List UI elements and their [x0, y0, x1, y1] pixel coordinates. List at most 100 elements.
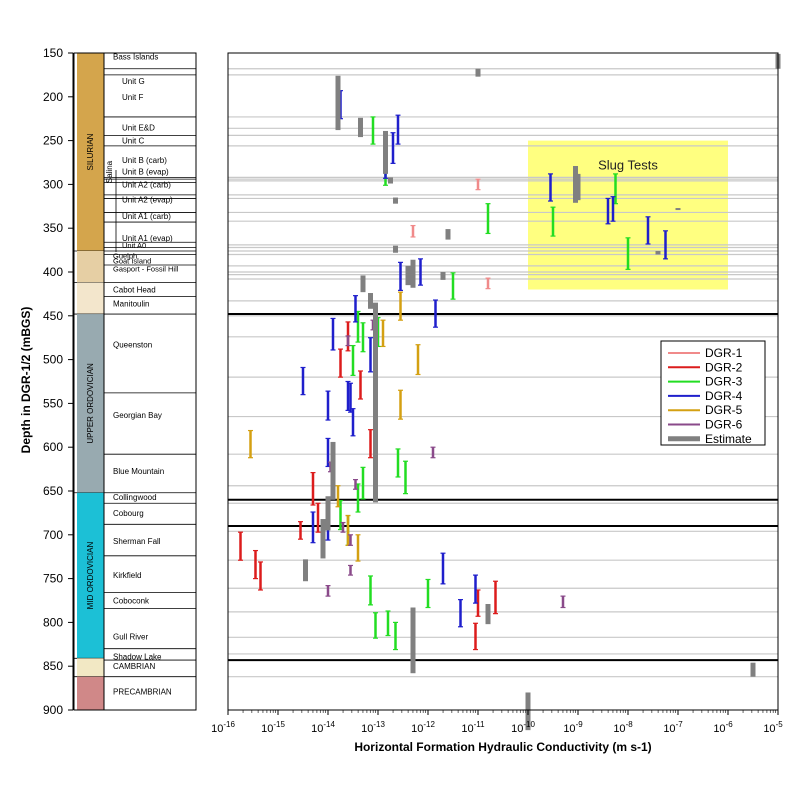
x-tick-label: 10-10 — [511, 720, 535, 735]
y-tick-label: 300 — [43, 177, 63, 191]
estimate-bar — [383, 130, 388, 174]
unit-label: Unit A2 (carb) — [122, 180, 171, 189]
unit-label: Unit B (carb) — [122, 156, 167, 165]
unit-label: Goat Island — [113, 257, 151, 266]
estimate-bar — [410, 259, 416, 288]
unit-label: Guelph — [113, 251, 137, 260]
x-tick-label: 10-13 — [361, 720, 385, 735]
estimate-bar — [750, 662, 756, 677]
legend-label: DGR-6 — [705, 418, 743, 432]
unit-label: Cobourg — [113, 509, 144, 518]
y-axis-label: Depth in DGR-1/2 (mBGS) — [19, 307, 33, 454]
legend-label: DGR-3 — [705, 375, 743, 389]
legend-label: DGR-2 — [705, 360, 743, 374]
y-tick-label: 450 — [43, 309, 63, 323]
x-tick-label: 10-12 — [411, 720, 435, 735]
unit-label: Unit A1 (carb) — [122, 212, 171, 221]
y-tick-label: 650 — [43, 484, 63, 498]
x-tick-label: 10-7 — [663, 720, 683, 735]
unit-label: Shadow Lake — [113, 653, 162, 662]
y-tick-label: 700 — [43, 528, 63, 542]
estimate-bar — [440, 272, 446, 280]
stratigraphic-column: SILURIAN UPPER ORDOVICIAN MID ORDOVICIAN S… — [73, 52, 197, 711]
unit-label: Unit C — [122, 137, 144, 146]
estimate-bar — [358, 117, 363, 138]
unit-label: Manitoulin — [113, 300, 149, 309]
estimate-bar — [655, 250, 661, 255]
estimate-bar — [445, 229, 451, 240]
unit-label: Unit A0 — [122, 241, 146, 250]
y-axis: 150 200 250 300 350 400 450 500 550 600 650 700 750 8… — [19, 46, 74, 717]
plot-area: Slug Tests 10-16 10-15 10-14 10-13 10-12 10-1… — [211, 52, 783, 754]
x-tick-label: 10-8 — [613, 720, 633, 735]
x-tick-label: 10-15 — [261, 720, 285, 735]
system-band — [77, 492, 104, 659]
unit-label: Gull River — [113, 632, 148, 641]
y-tick-label: 500 — [43, 353, 63, 367]
estimate-bar — [410, 607, 416, 674]
estimate-bar — [335, 75, 341, 131]
unit-label: Georgian Bay — [113, 411, 162, 420]
unit-label: Unit A2 (evap) — [122, 195, 173, 204]
y-tick-label: 350 — [43, 221, 63, 235]
unit-label: Unit E&D — [122, 123, 155, 132]
legend-label: DGR-1 — [705, 346, 743, 360]
system-band — [77, 658, 104, 677]
y-tick-label: 150 — [43, 46, 63, 60]
estimate-bar — [368, 293, 373, 309]
unit-label: Unit B (evap) — [122, 167, 169, 176]
legend-label: Estimate — [705, 432, 752, 446]
system-label: MID ORDOVICIAN — [86, 542, 95, 610]
unit-label: Unit F — [122, 93, 143, 102]
system-band — [77, 250, 104, 283]
unit-label: Unit G — [122, 77, 145, 86]
y-tick-label: 200 — [43, 90, 63, 104]
x-tick-label: 10-16 — [211, 720, 235, 735]
unit-label: Unit A1 (evap) — [122, 234, 173, 243]
y-tick-label: 750 — [43, 572, 63, 586]
unit-label: Kirkfield — [113, 571, 141, 580]
x-tick-label: 10-5 — [763, 720, 783, 735]
estimate-bar — [325, 496, 331, 531]
system-band — [77, 53, 104, 251]
estimate-bar — [373, 302, 378, 503]
y-tick-label: 900 — [43, 703, 63, 717]
unit-label: Sherman Fall — [113, 537, 161, 546]
x-tick-label: 10-6 — [713, 720, 733, 735]
x-tick-label: 10-9 — [563, 720, 583, 735]
unit-label: Collingwood — [113, 493, 157, 502]
unit-label: Blue Mountain — [113, 467, 164, 476]
system-band — [77, 676, 104, 710]
estimate-bar — [360, 275, 366, 293]
unit-label: Queenston — [113, 341, 152, 350]
unit-label: Bass Islands — [113, 53, 158, 62]
system-band — [77, 282, 104, 315]
estimate-bar — [393, 245, 398, 253]
estimate-bar — [475, 68, 481, 77]
unit-label: CAMBRIAN — [113, 662, 155, 671]
y-tick-label: 600 — [43, 440, 63, 454]
estimate-bar — [388, 177, 393, 184]
y-tick-label: 850 — [43, 659, 63, 673]
x-tick-label: 10-11 — [461, 720, 485, 735]
estimate-bar — [575, 173, 581, 201]
system-label: SILURIAN — [86, 133, 95, 170]
unit-label: Cabot Head — [113, 286, 156, 295]
salina-label: Salina — [105, 160, 114, 183]
legend-label: DGR-5 — [705, 403, 743, 417]
y-tick-label: 550 — [43, 396, 63, 410]
slug-tests-label: Slug Tests — [598, 158, 658, 173]
estimate-bar — [675, 208, 681, 211]
estimate-bar — [485, 604, 491, 625]
estimate-bar — [330, 441, 336, 500]
estimate-bar — [405, 265, 411, 286]
legend-label: DGR-4 — [705, 389, 743, 403]
y-tick-label: 400 — [43, 265, 63, 279]
unit-label: Coboconk — [113, 597, 150, 606]
x-tick-label: 10-14 — [311, 720, 335, 735]
unit-label: PRECAMBRIAN — [113, 688, 172, 697]
x-axis-label: Horizontal Formation Hydraulic Conductiv… — [354, 740, 651, 754]
estimate-bar — [303, 559, 308, 582]
